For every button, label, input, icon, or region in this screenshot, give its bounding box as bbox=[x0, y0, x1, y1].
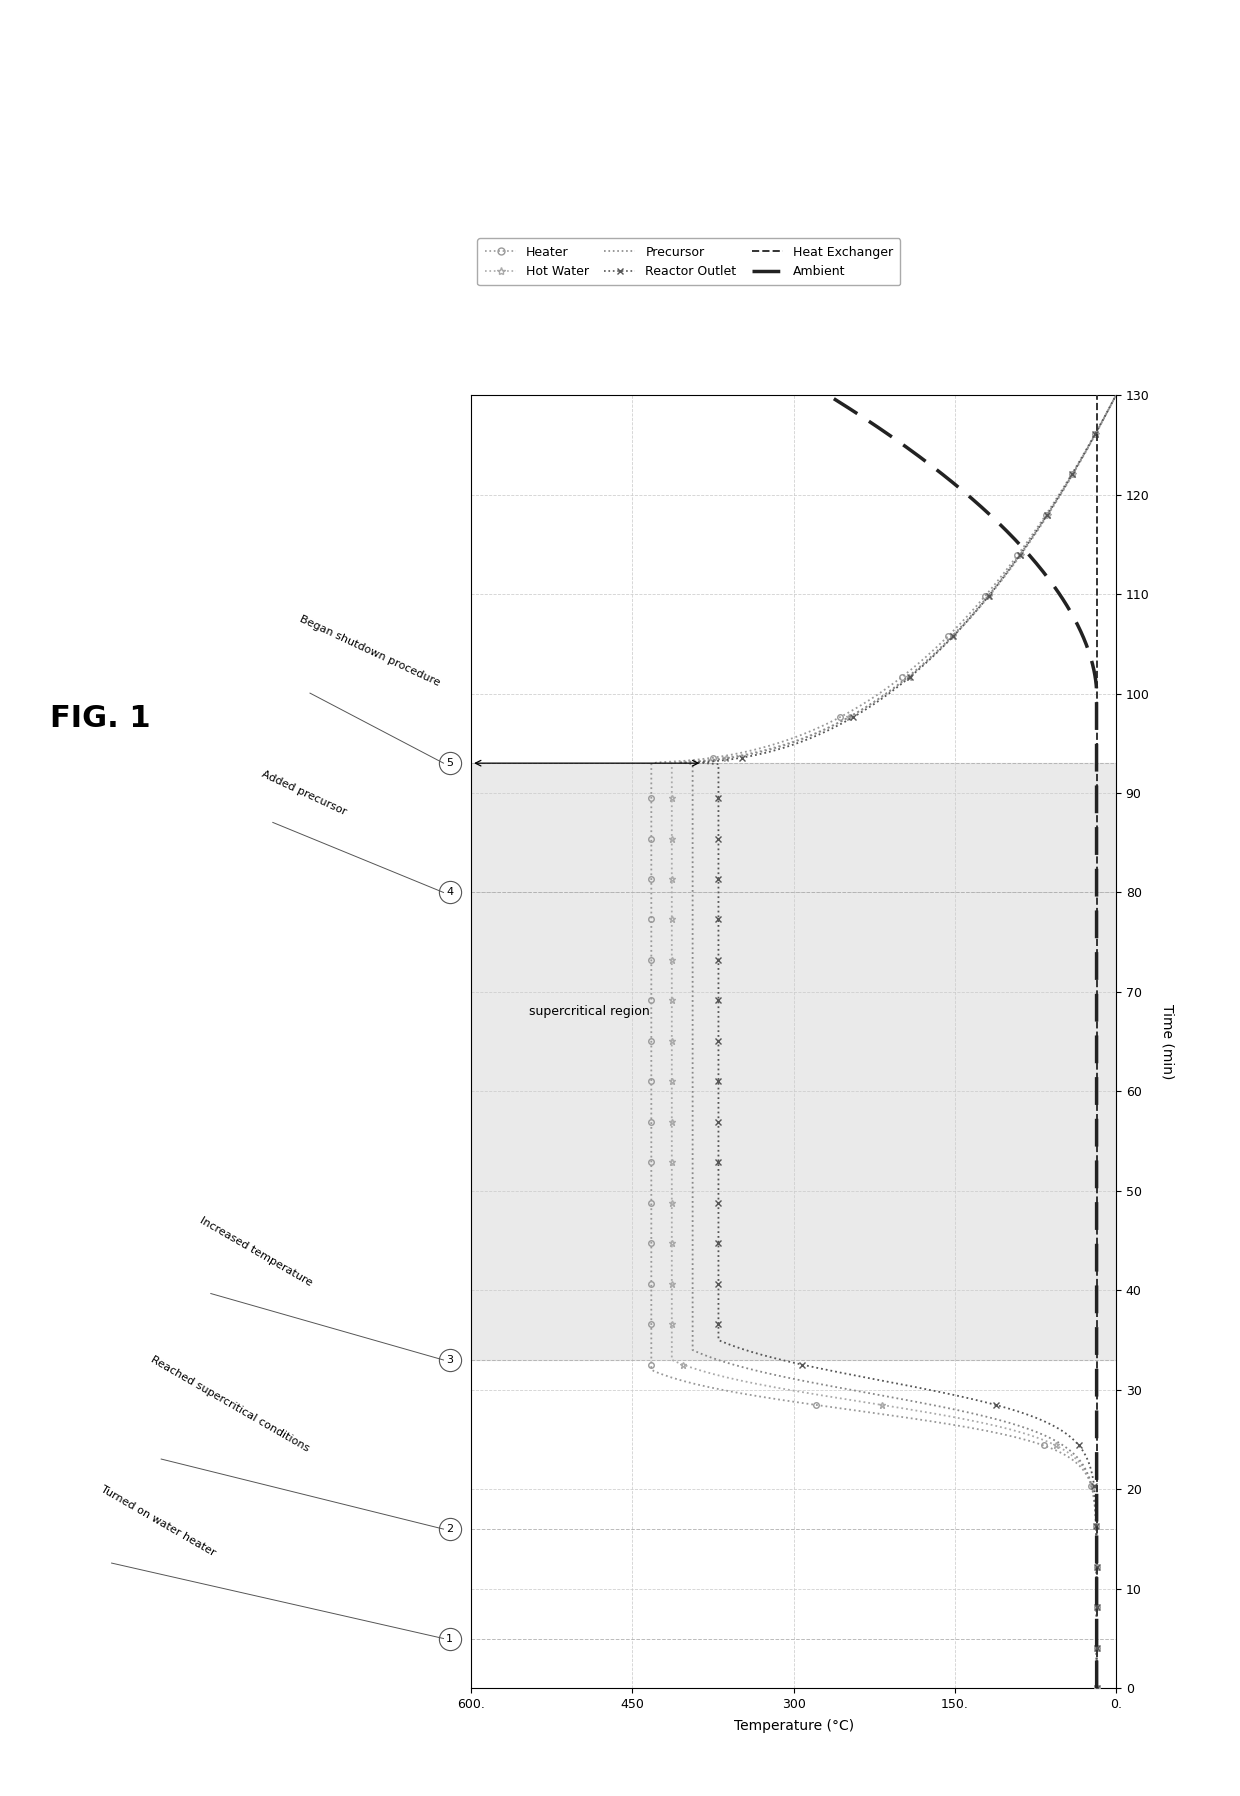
X-axis label: Temperature (°C): Temperature (°C) bbox=[734, 1719, 853, 1733]
Precursor bbox=[686, 893, 701, 914]
Heater bbox=[994, 564, 1009, 585]
Heater bbox=[849, 697, 864, 718]
Heater bbox=[1089, 1598, 1104, 1620]
Ambient bbox=[1089, 893, 1104, 914]
Hot Water bbox=[858, 697, 873, 718]
Ambient bbox=[1089, 1677, 1104, 1699]
Precursor bbox=[1109, 384, 1123, 406]
Reactor Outlet bbox=[998, 564, 1013, 585]
Reactor Outlet bbox=[1089, 1677, 1104, 1699]
Heater bbox=[644, 893, 658, 914]
Hot Water bbox=[1109, 384, 1123, 406]
Hot Water bbox=[1089, 1677, 1104, 1699]
Reactor Outlet bbox=[711, 853, 725, 875]
Ambient bbox=[1089, 853, 1104, 875]
Text: 5: 5 bbox=[446, 758, 453, 769]
Heater bbox=[1089, 1677, 1104, 1699]
Text: 2: 2 bbox=[446, 1525, 454, 1534]
Text: Turned on water heater: Turned on water heater bbox=[99, 1483, 217, 1557]
Precursor bbox=[997, 564, 1012, 585]
Reactor Outlet bbox=[1089, 1598, 1104, 1620]
Text: Added precursor: Added precursor bbox=[260, 769, 348, 817]
Precursor bbox=[686, 853, 701, 875]
Heat Exchanger bbox=[1089, 1598, 1104, 1620]
Text: FIG. 1: FIG. 1 bbox=[50, 704, 150, 733]
Heat Exchanger bbox=[1089, 564, 1104, 585]
Reactor Outlet bbox=[711, 927, 725, 948]
Text: 4: 4 bbox=[446, 887, 454, 898]
Line: Reactor Outlet: Reactor Outlet bbox=[693, 392, 1120, 1692]
Y-axis label: Time (min): Time (min) bbox=[1161, 1004, 1174, 1079]
Precursor bbox=[1089, 1598, 1104, 1620]
Reactor Outlet bbox=[711, 893, 725, 914]
Heater bbox=[1109, 384, 1123, 406]
Text: Reached supercritical conditions: Reached supercritical conditions bbox=[149, 1354, 311, 1453]
Heat Exchanger bbox=[1089, 697, 1104, 718]
Ambient bbox=[1089, 1598, 1104, 1620]
Text: Increased temperature: Increased temperature bbox=[198, 1216, 315, 1288]
Line: Precursor: Precursor bbox=[681, 395, 1116, 1688]
Text: Began shutdown procedure: Began shutdown procedure bbox=[298, 614, 441, 688]
Precursor bbox=[858, 697, 873, 718]
Heat Exchanger bbox=[1089, 893, 1104, 914]
Line: Hot Water: Hot Water bbox=[668, 392, 1120, 1692]
Hot Water bbox=[665, 853, 680, 875]
Hot Water bbox=[998, 564, 1013, 585]
Precursor bbox=[1089, 1677, 1104, 1699]
Text: supercritical region: supercritical region bbox=[529, 1006, 650, 1018]
Precursor bbox=[686, 927, 701, 948]
Heat Exchanger bbox=[1089, 1677, 1104, 1699]
Line: Ambient: Ambient bbox=[828, 395, 1096, 1688]
Heater bbox=[644, 927, 658, 948]
Heat Exchanger bbox=[1089, 853, 1104, 875]
Ambient bbox=[821, 384, 836, 406]
Text: 3: 3 bbox=[446, 1354, 453, 1365]
Ambient bbox=[1089, 927, 1104, 948]
Ambient bbox=[1089, 697, 1104, 718]
Bar bbox=[471, 763, 1116, 1360]
Heat Exchanger bbox=[1089, 927, 1104, 948]
Hot Water bbox=[1089, 1598, 1104, 1620]
Reactor Outlet bbox=[862, 697, 877, 718]
Hot Water bbox=[665, 893, 680, 914]
Ambient bbox=[1038, 564, 1053, 585]
Heat Exchanger bbox=[1089, 384, 1104, 406]
Hot Water bbox=[665, 927, 680, 948]
Legend: Heater, Hot Water, Precursor, Reactor Outlet, Heat Exchanger, Ambient: Heater, Hot Water, Precursor, Reactor Ou… bbox=[477, 239, 900, 286]
Text: 1: 1 bbox=[446, 1634, 453, 1643]
Heater bbox=[644, 853, 658, 875]
Reactor Outlet bbox=[1109, 384, 1123, 406]
Line: Heater: Heater bbox=[649, 392, 1118, 1692]
